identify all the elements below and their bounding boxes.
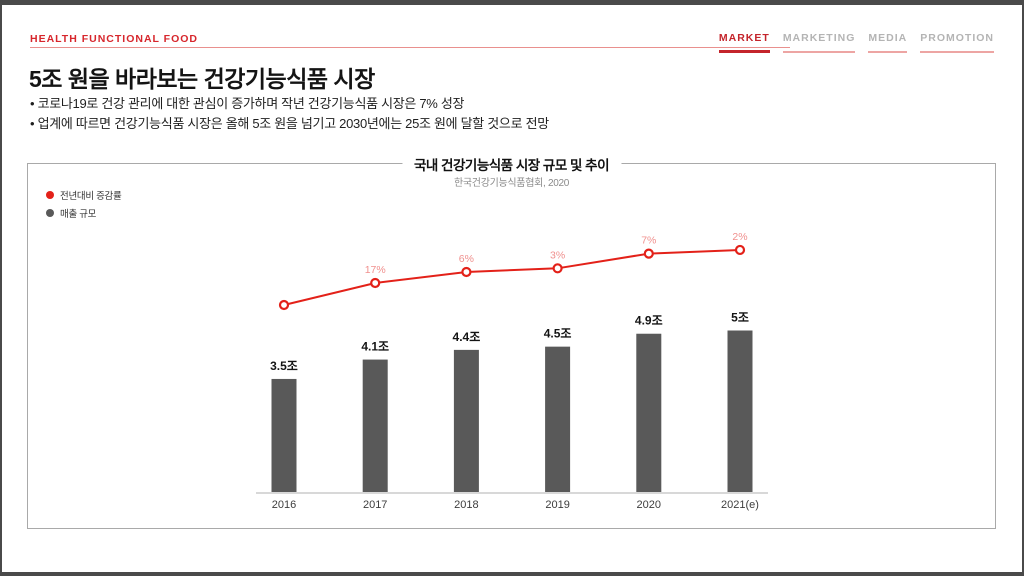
bar-value-label: 4.1조 [361, 340, 389, 354]
bar-value-label: 4.5조 [544, 327, 572, 341]
growth-point [643, 248, 654, 259]
nav-tab-market[interactable]: MARKET [718, 32, 770, 53]
market-size-chart: 3.5조 2016 4.1조 2017 4.4조 2018 4.5조 2019 4.9조 2020… [256, 231, 768, 511]
growth-line [283, 248, 741, 306]
growth-label: 6% [459, 253, 474, 265]
x-tick-label: 2021(e) [721, 499, 759, 511]
growth-label: 17% [365, 264, 386, 276]
chart-legend: 전년대비 증감률 매출 규모 [46, 188, 122, 224]
chart-title: 국내 건강기능식품 시장 규모 및 추이 [401, 154, 622, 174]
bar [362, 359, 388, 492]
brand-label: HEALTH FUNCTIONAL FOOD [30, 33, 199, 45]
growth-point [552, 263, 563, 274]
legend-label: 전년대비 증감률 [60, 191, 122, 202]
chart-source: 한국건강기능식품협회, 2020 [453, 178, 570, 189]
bar [271, 378, 297, 492]
header-divider [30, 47, 790, 48]
bar-value-label: 4.9조 [635, 314, 663, 328]
legend-item-sales: 매출 규모 [46, 206, 121, 220]
bar-value-label: 4.4조 [453, 330, 481, 344]
x-tick-label: 2016 [272, 499, 296, 511]
frame-left-edge [0, 0, 2, 576]
growth-point [734, 244, 746, 256]
growth-label: 2% [732, 231, 747, 243]
page-title: 5조 원을 바라보는 건강기능식품 시장 [29, 66, 375, 92]
growth-label: 3% [550, 249, 565, 261]
x-tick-label: 2018 [454, 499, 478, 511]
nav-tab-marketing[interactable]: MARKETING [782, 32, 856, 53]
growth-label: 7% [641, 235, 656, 247]
frame-bottom-strip [0, 572, 1024, 576]
legend-dot-red [46, 191, 54, 199]
frame-top-strip [0, 0, 1024, 5]
chart-panel: 국내 건강기능식품 시장 규모 및 추이 한국건강기능식품협회, 2020 전년… [27, 154, 996, 529]
frame-right-edge [1022, 0, 1024, 576]
bar [545, 346, 571, 492]
bar [453, 349, 479, 492]
growth-point [370, 277, 381, 289]
top-navigation: MARKET MARKETING MEDIA PROMOTION [718, 32, 994, 53]
legend-item-growth: 전년대비 증감률 [46, 188, 122, 202]
bar-value-label: 5조 [731, 311, 749, 325]
bar [727, 330, 753, 492]
bar [636, 333, 662, 492]
x-tick-label: 2017 [363, 499, 387, 511]
x-tick-label: 2019 [545, 499, 569, 511]
growth-point [278, 299, 290, 311]
summary-bullets: • 코로나19로 건강 관리에 대한 관심이 증가하며 작년 건강기능식품 시장… [30, 94, 549, 134]
bar-value-label: 3.5조 [270, 359, 298, 373]
bullet-item: • 업계에 따르면 건강기능식품 시장은 올해 5조 원을 넘기고 2030년에… [30, 116, 549, 131]
bullet-item: • 코로나19로 건강 관리에 대한 관심이 증가하며 작년 건강기능식품 시장… [30, 96, 465, 111]
legend-dot-gray [46, 209, 54, 217]
nav-tab-promotion[interactable]: PROMOTION [920, 32, 994, 53]
x-tick-label: 2020 [637, 499, 661, 511]
nav-tab-media[interactable]: MEDIA [868, 32, 908, 53]
growth-point [461, 266, 472, 278]
legend-label: 매출 규모 [60, 209, 97, 220]
